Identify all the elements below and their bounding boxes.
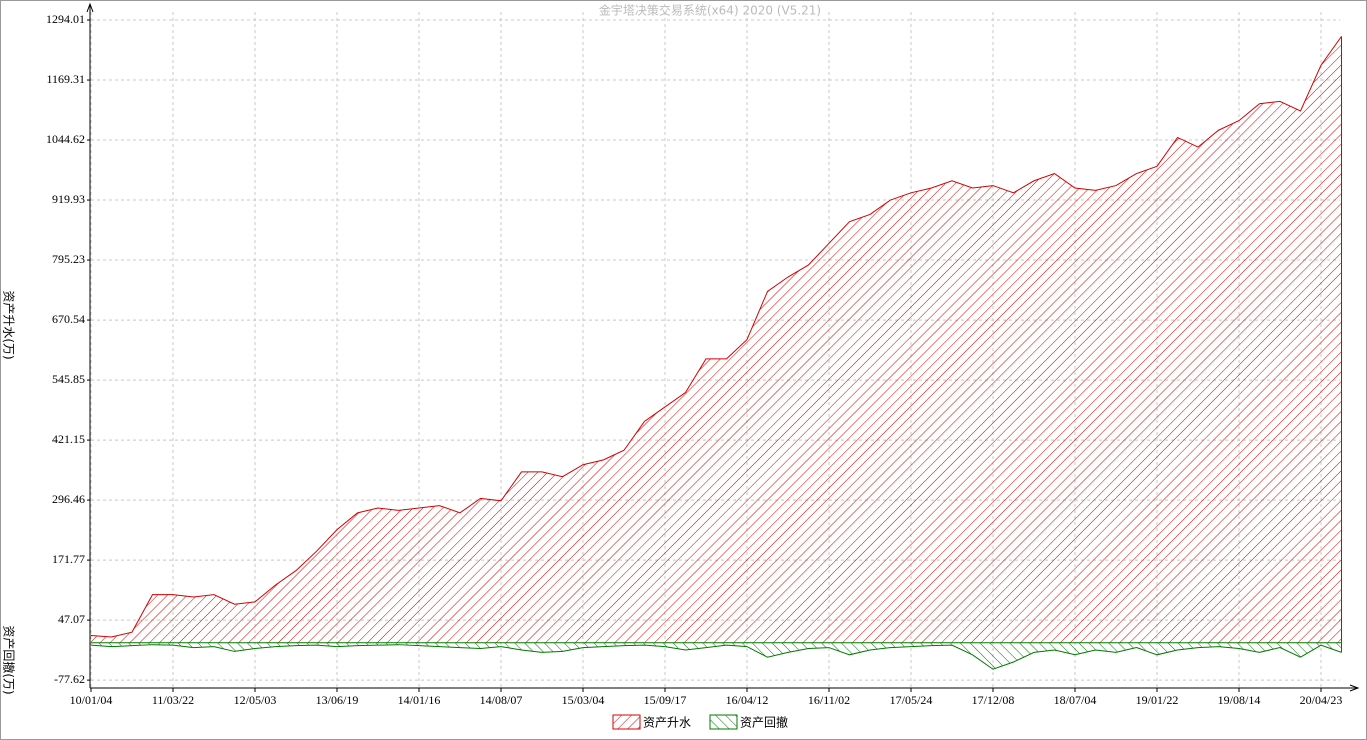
x-tick-label: 13/06/19 <box>316 693 359 707</box>
y-tick-label: 1044.62 <box>46 132 85 146</box>
x-tick-label: 17/05/24 <box>890 693 933 707</box>
legend-swatch <box>709 714 738 730</box>
x-tick-label: 15/09/17 <box>644 693 687 707</box>
x-tick-label: 19/01/22 <box>1136 693 1179 707</box>
x-tick-label: 15/03/04 <box>562 693 605 707</box>
area-line <box>90 644 1342 670</box>
y-tick-label: 1169.31 <box>46 72 85 86</box>
x-tick-label: 19/08/14 <box>1218 693 1261 707</box>
x-tick-label: 12/05/03 <box>234 693 277 707</box>
x-tick-label: 14/08/07 <box>480 693 523 707</box>
y-axis-label: 资产升水(万) <box>2 290 16 359</box>
plot: -77.62 47.07 171.77 296.46 421.15 545.85 670.5… <box>46 2 1360 730</box>
area-line <box>90 36 1342 638</box>
legend-label: 资产升水 <box>643 716 691 730</box>
y-tick-label: 1294.01 <box>46 12 85 26</box>
chart-title: 金宇塔决策交易系统(x64) 2020 (V5.21) <box>599 3 821 18</box>
x-tick-label: 16/11/02 <box>808 693 850 707</box>
legend-swatch <box>612 714 641 730</box>
y-tick-label: 670.54 <box>52 312 85 326</box>
x-tick-label: 18/07/04 <box>1054 693 1097 707</box>
x-tick-label: 16/04/12 <box>726 693 769 707</box>
x-tick-label: 14/01/16 <box>398 693 441 707</box>
y-tick-label: 171.77 <box>52 552 85 566</box>
y-tick-label: 296.46 <box>52 492 85 506</box>
x-axis-arrow <box>1349 684 1360 692</box>
area-fill <box>91 36 1342 643</box>
y-tick-label: 545.85 <box>52 372 85 386</box>
y-tick-label: 47.07 <box>58 612 85 626</box>
y-axis-arrow <box>86 2 94 13</box>
y-tick-label: 919.93 <box>52 192 85 206</box>
x-tick-label: 10/01/04 <box>70 693 113 707</box>
y-tick-label: 795.23 <box>52 252 85 266</box>
x-tick-label: 11/03/22 <box>152 693 194 707</box>
y-tick-label: -77.62 <box>54 672 85 686</box>
y-tick-label: 421.15 <box>52 432 85 446</box>
x-tick-label: 20/04/23 <box>1300 693 1343 707</box>
x-tick-label: 17/12/08 <box>972 693 1015 707</box>
legend-label: 资产回撤 <box>740 715 788 730</box>
y-axis-label: 资产回撤(万) <box>2 625 17 694</box>
area-fill <box>91 642 1342 670</box>
